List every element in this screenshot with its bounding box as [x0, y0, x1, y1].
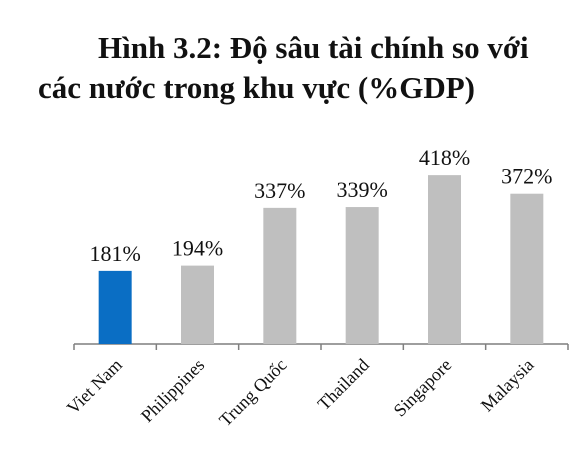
data-label: 418%: [419, 145, 470, 170]
bar: [263, 207, 297, 344]
bar: [181, 265, 214, 344]
chart-title-line-2: các nước trong khu vực (%GDP): [38, 70, 475, 105]
chart-title: Hình 3.2: Độ sâu tài chính so với các nư…: [0, 28, 588, 108]
category-label: Philippines: [137, 355, 208, 426]
category-label: Malaysia: [477, 355, 538, 416]
category-label: Singapore: [390, 355, 456, 421]
data-label: 194%: [172, 236, 223, 261]
data-label: 372%: [501, 164, 552, 189]
chart-title-line-1: Hình 3.2: Độ sâu tài chính so với: [98, 30, 529, 65]
bar: [510, 193, 544, 344]
bar: [345, 207, 379, 344]
category-label: Viet Nam: [63, 355, 126, 418]
category-label: Trung Quốc: [215, 355, 291, 431]
data-label: 339%: [337, 177, 388, 202]
category-label: Thailand: [314, 355, 373, 414]
bar: [98, 270, 132, 344]
bar: [428, 175, 461, 344]
data-label: 181%: [90, 241, 141, 266]
data-label: 337%: [254, 178, 305, 203]
